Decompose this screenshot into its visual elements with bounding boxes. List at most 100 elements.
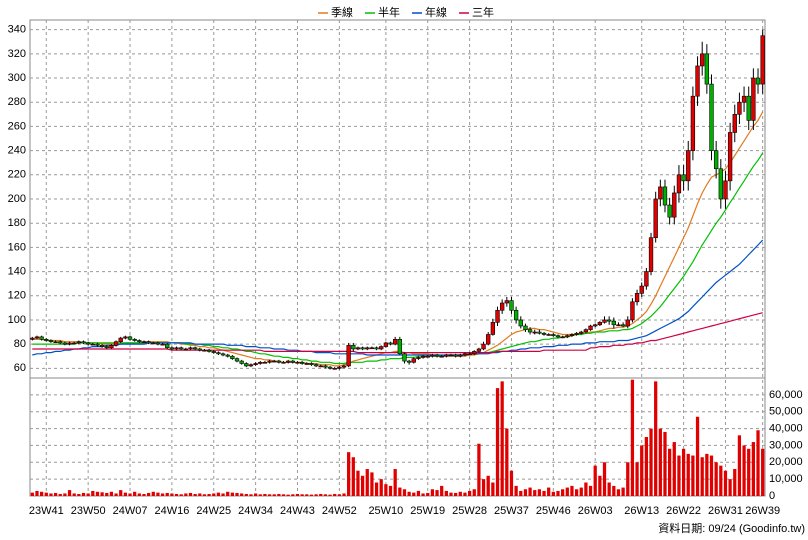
volume-bar [105, 492, 109, 496]
volume-bar [533, 490, 537, 496]
candle-body [351, 345, 356, 350]
volume-bar [202, 494, 207, 496]
candle-body [579, 331, 584, 334]
candle-body [695, 65, 700, 97]
y-tick-label: 340 [8, 24, 26, 36]
volume-bar [607, 482, 611, 496]
volume-bar [663, 431, 667, 496]
volume-bar [314, 494, 318, 496]
candle-body [85, 342, 91, 345]
candle-body [495, 309, 500, 323]
candle-body [225, 354, 230, 357]
volume-bar [170, 493, 174, 496]
candle-body [197, 348, 202, 351]
candle-body [644, 271, 649, 287]
volume-bar [328, 494, 332, 496]
volume-bar [593, 465, 597, 496]
candle-body [602, 319, 607, 323]
candle-body [262, 361, 268, 364]
volume-bar [514, 485, 518, 496]
volume-bar [179, 494, 183, 496]
candle-body [630, 301, 635, 321]
y-tick-label: 120 [8, 290, 26, 302]
volume-bar [579, 487, 583, 496]
y-tick-label: 160 [8, 241, 26, 253]
candle-body [327, 366, 333, 369]
candle-body [425, 355, 430, 358]
ma-line [32, 312, 763, 354]
candle-body [258, 361, 263, 364]
candle-body [113, 341, 119, 346]
candle-body [123, 336, 128, 339]
volume-bar [635, 462, 639, 496]
volume-bar [188, 492, 193, 496]
volume-bar [184, 493, 188, 496]
volume-bar [528, 487, 532, 496]
volume-bar [402, 489, 407, 496]
candle-body [737, 101, 742, 115]
candle-body [416, 357, 421, 359]
volume-bar [193, 493, 197, 496]
candle-body [509, 300, 514, 311]
x-tick-label: 24W25 [196, 505, 231, 517]
candle-body [299, 361, 305, 364]
y-tick-label: 260 [8, 120, 26, 132]
candle-body [518, 319, 523, 327]
volume-bar [481, 479, 486, 496]
volume-bar [649, 428, 653, 496]
volume-bar [309, 494, 314, 496]
volume-bar [230, 492, 234, 496]
candle-body [504, 300, 509, 304]
volume-bar [137, 493, 141, 496]
volume-bar [458, 491, 462, 496]
candle-body [727, 132, 733, 182]
volume-bar [537, 489, 542, 496]
volume-bar [742, 445, 746, 496]
candle-body [369, 347, 375, 350]
volume-bar [393, 469, 397, 496]
volume-bar [668, 448, 672, 496]
candle-body [109, 345, 114, 349]
candle-body [141, 341, 147, 344]
candle-body [355, 347, 361, 350]
candle-body [281, 361, 286, 364]
volume-bar [505, 428, 509, 496]
volume-bar [244, 493, 248, 496]
candle-body [709, 83, 714, 151]
candle-body [565, 335, 570, 338]
candle-body [53, 341, 58, 344]
volume-bar [574, 489, 579, 496]
volume-bar [416, 490, 421, 496]
candle-body [686, 150, 691, 182]
volume-bar [398, 487, 402, 496]
candle-body [462, 353, 468, 356]
volume-bar [598, 475, 602, 496]
y-tick-label: 180 [8, 217, 26, 229]
volume-bar [95, 491, 100, 496]
candle-body [411, 358, 416, 363]
candle-body [741, 95, 747, 103]
volume-bar [267, 494, 272, 496]
legend-label: 季線 [331, 5, 353, 19]
candle-body [732, 114, 737, 133]
candle-body [713, 150, 719, 170]
x-tick-label: 25W10 [368, 505, 403, 517]
volume-bar [495, 388, 500, 496]
volume-bar [500, 381, 504, 496]
volume-bar [612, 485, 616, 496]
candle-body [560, 336, 565, 339]
candle-body [704, 53, 710, 85]
candle-body [206, 349, 212, 352]
candle-body [318, 365, 323, 368]
volume-bar [351, 457, 355, 496]
candle-body [323, 365, 328, 368]
x-tick-label: 26W31 [708, 505, 743, 517]
candle-body [541, 332, 547, 335]
y2-tick-label: 60,000 [769, 389, 803, 401]
volume-bar [449, 492, 453, 496]
volume-bar [123, 492, 127, 496]
candle-body [406, 360, 412, 363]
volume-bar [258, 494, 262, 496]
volume-bar [523, 489, 528, 496]
volume-bar [114, 493, 118, 496]
